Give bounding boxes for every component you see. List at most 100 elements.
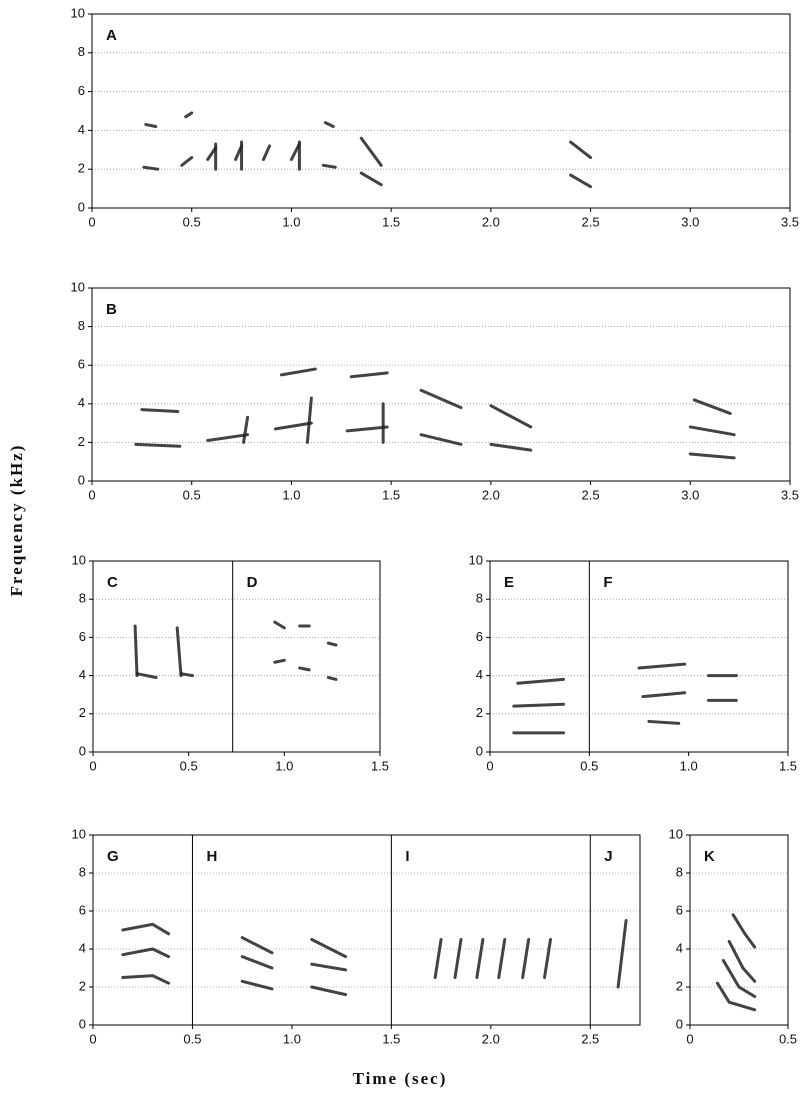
- x-tick-label: 0.5: [183, 487, 201, 502]
- spectrogram-trace: [688, 425, 736, 437]
- x-tick-label: 1.5: [779, 758, 797, 773]
- panel-label: H: [206, 848, 217, 865]
- spectrogram-trace: [273, 620, 286, 630]
- spectrogram-trace: [273, 658, 286, 664]
- spectrogram-trace: [184, 111, 194, 119]
- y-tick-label: 6: [79, 629, 86, 644]
- spectrogram-trace: [569, 173, 593, 189]
- x-tick-label: 0: [89, 1031, 96, 1046]
- y-tick-label: 6: [78, 83, 85, 98]
- y-tick-label: 4: [78, 395, 85, 410]
- x-tick-label: 1.0: [282, 487, 300, 502]
- y-tick-label: 8: [79, 591, 86, 606]
- spectrogram-trace: [206, 433, 250, 442]
- spectrogram-trace: [310, 938, 348, 959]
- spectrogram-trace: [692, 398, 732, 415]
- spectrogram-trace: [349, 371, 389, 379]
- y-tick-label: 10: [72, 826, 86, 841]
- spectrogram-trace: [273, 421, 313, 431]
- y-tick-label: 10: [71, 5, 85, 20]
- y-tick-label: 6: [676, 902, 683, 917]
- spectrogram-trace: [475, 938, 485, 979]
- spectrogram-trace: [323, 121, 335, 129]
- plot-frame: [92, 560, 381, 753]
- spectrogram-trace: [121, 947, 171, 959]
- x-tick-label: 2.0: [482, 487, 500, 502]
- x-tick-label: 0: [486, 758, 493, 773]
- spectrogram-trace: [543, 938, 552, 979]
- y-tick-label: 6: [79, 902, 86, 917]
- spectrogram-trace: [731, 913, 757, 949]
- spectrogram-trace: [180, 156, 194, 167]
- spectrogram-trace: [345, 425, 389, 433]
- spectrogram-trace: [133, 624, 139, 678]
- y-axis-title: Frequency (kHz): [7, 444, 26, 597]
- x-tick-label: 1.5: [371, 758, 389, 773]
- spectrogram-trace: [140, 408, 180, 414]
- spectrogram-trace: [262, 144, 271, 161]
- plot-frame: [689, 834, 789, 1026]
- x-tick-label: 3.0: [681, 487, 699, 502]
- spectrogram-trace: [569, 140, 593, 160]
- x-tick-label: 1.0: [283, 1031, 301, 1046]
- panel-label: F: [603, 574, 612, 591]
- x-tick-label: 1.0: [275, 758, 293, 773]
- x-tick-label: 3.0: [681, 214, 699, 229]
- spectrogram-trace: [121, 974, 171, 985]
- panel-label: G: [107, 848, 119, 865]
- y-tick-label: 0: [78, 199, 85, 214]
- spectrogram-trace: [521, 938, 531, 979]
- spectrogram-trace: [489, 442, 533, 452]
- spectrogram-trace: [179, 672, 194, 678]
- spectrogram-trace: [637, 662, 687, 670]
- x-tick-label: 2.0: [482, 214, 500, 229]
- x-tick-label: 0.5: [580, 758, 598, 773]
- x-tick-label: 1.0: [282, 214, 300, 229]
- y-tick-label: 0: [78, 472, 85, 487]
- spectrogram-trace: [647, 719, 681, 725]
- x-axis-title: Time (sec): [353, 1069, 448, 1088]
- x-tick-label: 0: [686, 1031, 693, 1046]
- x-tick-label: 2.5: [582, 487, 600, 502]
- y-tick-label: 6: [78, 357, 85, 372]
- y-tick-label: 4: [476, 667, 483, 682]
- x-tick-label: 1.5: [382, 487, 400, 502]
- spectrogram-trace: [134, 442, 182, 448]
- panel-label: B: [106, 301, 117, 318]
- spectrogram-trace: [641, 691, 687, 699]
- y-tick-label: 2: [676, 978, 683, 993]
- x-tick-label: 1.0: [680, 758, 698, 773]
- y-tick-label: 10: [469, 552, 483, 567]
- x-tick-label: 0.5: [183, 1031, 201, 1046]
- panel-label: A: [106, 27, 117, 44]
- plot-frame: [92, 834, 641, 1026]
- x-tick-label: 0: [89, 758, 96, 773]
- x-tick-label: 3.5: [781, 214, 799, 229]
- x-tick-label: 2.5: [582, 214, 600, 229]
- y-tick-label: 4: [78, 122, 85, 137]
- x-tick-label: 0: [88, 487, 95, 502]
- y-tick-label: 4: [79, 940, 86, 955]
- y-tick-label: 4: [676, 940, 683, 955]
- x-tick-label: 0.5: [183, 214, 201, 229]
- y-tick-label: 0: [79, 1016, 86, 1031]
- plot-frame: [91, 13, 791, 209]
- spectrogram-trace: [321, 163, 337, 169]
- panel-label: E: [504, 574, 514, 591]
- panel-label: C: [107, 574, 118, 591]
- spectrogram-trace: [359, 136, 383, 167]
- x-tick-label: 1.5: [382, 214, 400, 229]
- y-tick-label: 0: [79, 743, 86, 758]
- x-tick-label: 2.0: [482, 1031, 500, 1046]
- panel-label: K: [704, 848, 715, 865]
- spectrogram-trace: [516, 677, 566, 685]
- spectrogram-trace: [175, 626, 183, 678]
- spectrogram-trace: [419, 433, 463, 446]
- spectrogram-trace: [135, 672, 158, 680]
- spectrogram-trace: [326, 641, 338, 647]
- x-tick-label: 0.5: [180, 758, 198, 773]
- spectrogram-trace: [715, 981, 757, 1012]
- spectrogram-trace: [310, 962, 348, 972]
